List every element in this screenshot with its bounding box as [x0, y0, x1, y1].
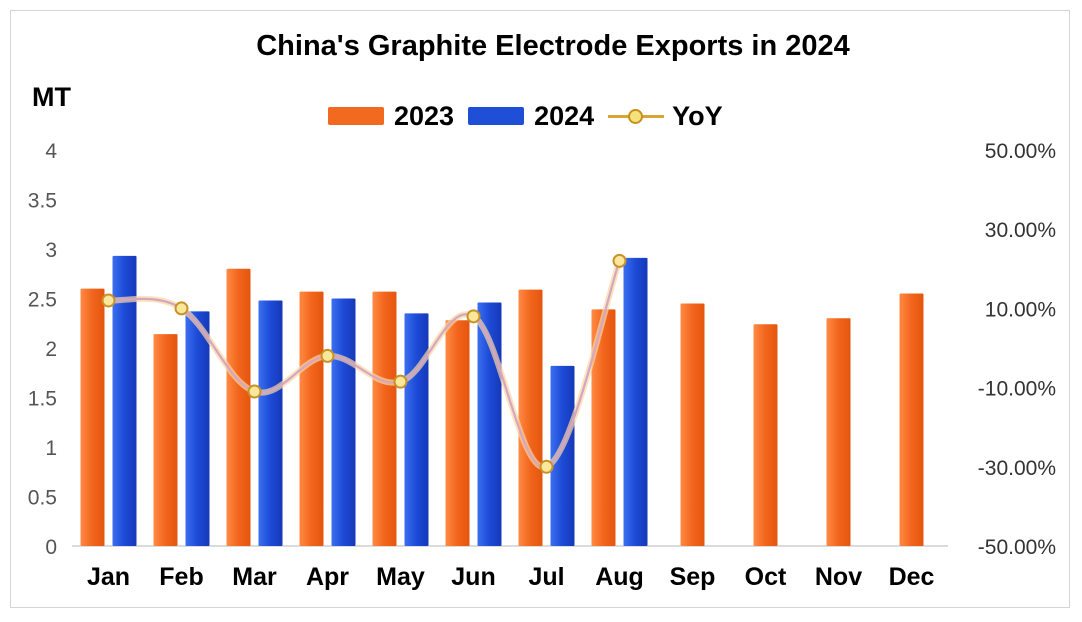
bar-2023	[680, 303, 705, 546]
yoy-point	[539, 459, 554, 474]
y2-tick-label: -10.00%	[978, 378, 1056, 401]
bar-2023	[372, 291, 397, 546]
yoy-point	[612, 253, 627, 268]
y-tick-label: 0.5	[28, 487, 57, 510]
yoy-point	[101, 293, 116, 308]
legend-item-2023: 2023	[328, 101, 454, 132]
x-tick-label: Mar	[232, 563, 277, 591]
yoy-line	[108, 260, 621, 468]
y-tick-label: 2.5	[28, 289, 57, 312]
legend-item-2024: 2024	[468, 101, 594, 132]
legend-label-2023: 2023	[394, 100, 455, 131]
y2-tick-label: 30.00%	[985, 219, 1056, 242]
bar-2023	[518, 289, 543, 546]
bar-2024	[258, 300, 283, 546]
y2-tick-label: 10.00%	[985, 298, 1056, 321]
y-tick-label: 4	[45, 140, 57, 163]
bar-2023	[226, 268, 251, 546]
yoy-point	[320, 348, 335, 363]
legend-swatch-2024	[468, 107, 525, 125]
yoy-line-glow	[105, 257, 623, 470]
x-tick-label: Apr	[306, 563, 349, 591]
bar-2023	[299, 291, 324, 546]
legend: 2023 2024 YoY	[328, 100, 737, 132]
legend-swatch-yoy	[608, 107, 665, 125]
bar-2023	[753, 324, 778, 546]
y2-tick-label: -30.00%	[978, 457, 1056, 480]
y-tick-label: 0	[45, 536, 57, 559]
legend-label-yoy: YoY	[672, 100, 723, 131]
y-tick-label: 3	[45, 239, 57, 262]
legend-label-2024: 2024	[534, 100, 595, 131]
x-tick-label: Jul	[528, 563, 564, 591]
yoy-point	[174, 301, 189, 316]
y-tick-label: 3.5	[28, 190, 57, 213]
x-tick-label: Sep	[670, 563, 716, 591]
y-tick-label: 2	[45, 338, 57, 361]
bar-2023	[826, 318, 851, 546]
legend-swatch-2023	[328, 107, 384, 125]
x-tick-label: Jun	[451, 563, 495, 591]
bar-2023	[591, 309, 616, 546]
bar-2024	[331, 298, 356, 546]
yoy-point	[393, 374, 408, 389]
bar-2023	[80, 288, 105, 546]
legend-item-yoy: YoY	[608, 101, 723, 132]
bar-2024	[185, 311, 210, 546]
y-tick-label: 1	[45, 437, 57, 460]
bar-2023	[153, 334, 178, 546]
bar-2024	[112, 255, 137, 546]
bar-2024	[623, 257, 648, 546]
y-tick-label: 1.5	[28, 388, 57, 411]
chart-title: China's Graphite Electrode Exports in 20…	[256, 30, 850, 62]
x-tick-label: Jan	[87, 563, 130, 591]
bar-2023	[445, 320, 470, 546]
x-tick-label: Dec	[889, 563, 935, 591]
x-tick-label: Oct	[745, 563, 787, 591]
bar-2024	[550, 365, 575, 546]
x-tick-label: Nov	[815, 563, 862, 591]
x-tick-label: Aug	[595, 563, 644, 591]
bar-2023	[899, 293, 924, 546]
y-axis-unit-label: MT	[32, 82, 71, 112]
y2-tick-label: 50.00%	[985, 140, 1056, 163]
yoy-point	[466, 309, 481, 324]
x-tick-label: Feb	[159, 563, 203, 591]
yoy-point	[247, 384, 262, 399]
x-tick-label: May	[376, 563, 425, 591]
bar-2024	[404, 313, 429, 546]
y2-tick-label: -50.00%	[978, 536, 1056, 559]
